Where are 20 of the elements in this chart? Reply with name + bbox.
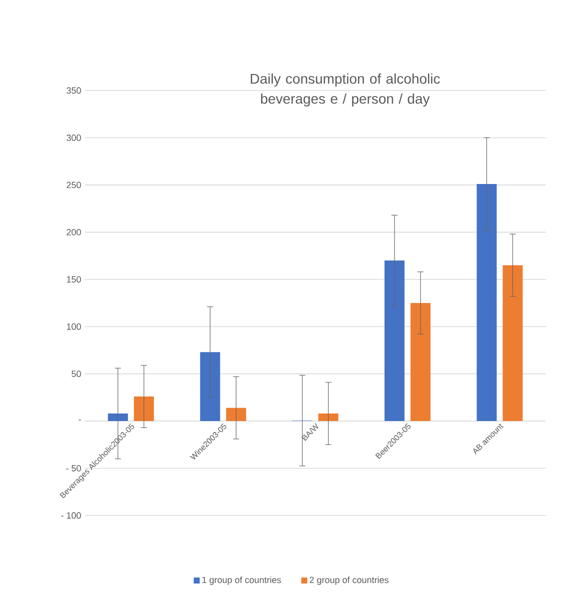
y-tick-label: 100 [66,323,81,330]
y-tick-label: 250 [66,182,81,188]
y-tick-label: 350 [66,87,81,94]
y-tick-label: - 100 [61,512,81,519]
y-tick-label: 300 [66,134,81,141]
y-tick-label: - 50 [66,465,81,472]
legend-label: 2 group of countries [310,576,388,585]
y-tick-label: 200 [66,228,81,236]
bar [108,414,128,422]
bar [476,184,497,422]
legend-label: 1 group of countries [202,576,281,585]
bar [318,414,338,422]
bar [502,265,523,422]
y-tick-label: 150 [66,276,81,283]
bar [134,396,154,422]
bar [410,303,431,422]
bar [384,260,405,422]
bar [226,408,246,422]
y-tick-label: 50 [72,370,81,378]
chart-title: Daily consumption of alcoholic beverages e / person / day [250,73,440,107]
